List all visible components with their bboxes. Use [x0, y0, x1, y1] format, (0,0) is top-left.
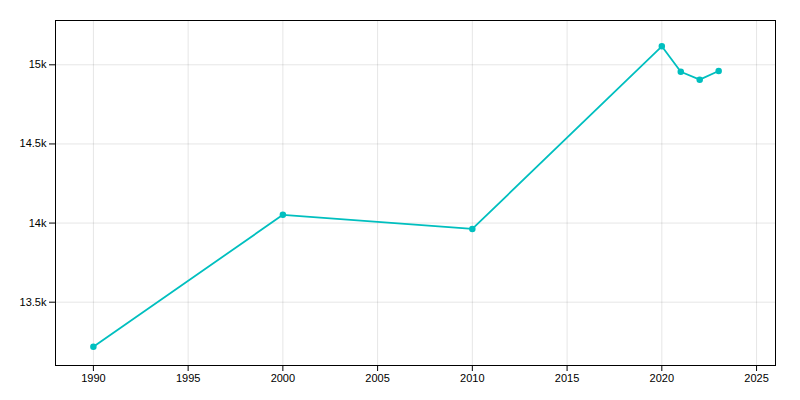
svg-text:2025: 2025	[744, 372, 768, 384]
svg-text:1995: 1995	[176, 372, 200, 384]
svg-text:2005: 2005	[365, 372, 389, 384]
svg-text:15k: 15k	[29, 58, 47, 70]
svg-text:2010: 2010	[460, 372, 484, 384]
svg-text:13.5k: 13.5k	[20, 296, 47, 308]
svg-text:14k: 14k	[29, 217, 47, 229]
svg-text:2020: 2020	[650, 372, 674, 384]
svg-text:2000: 2000	[271, 372, 295, 384]
svg-text:14.5k: 14.5k	[20, 137, 47, 149]
svg-text:1990: 1990	[81, 372, 105, 384]
svg-text:2015: 2015	[555, 372, 579, 384]
